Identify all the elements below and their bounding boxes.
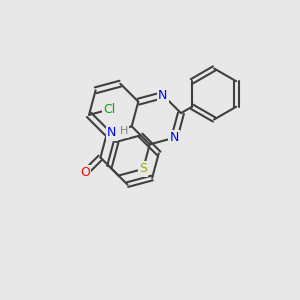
Text: N: N: [170, 131, 179, 144]
Text: O: O: [80, 167, 90, 179]
Text: Cl: Cl: [103, 103, 116, 116]
Text: N: N: [107, 126, 116, 140]
Text: S: S: [139, 163, 147, 176]
Text: N: N: [158, 88, 168, 102]
Text: H: H: [119, 126, 128, 136]
